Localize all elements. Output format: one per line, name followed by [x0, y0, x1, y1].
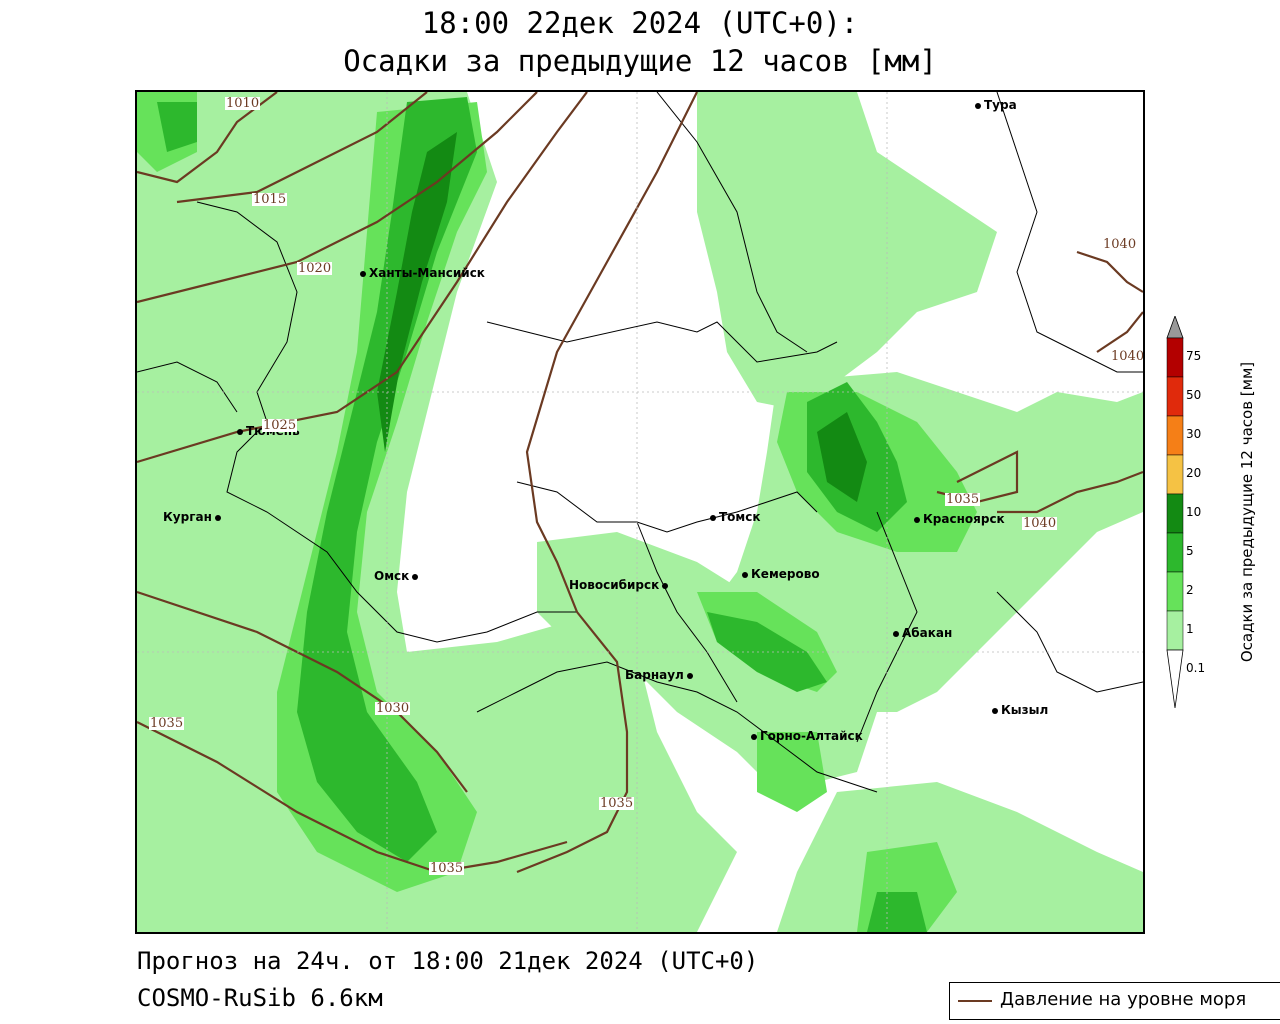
isobar-label-1040-ne: 1040 — [1102, 237, 1138, 252]
city-omsk: Омск — [374, 569, 421, 583]
isobar-label-1035-east: 1035 — [945, 492, 981, 507]
colorbar-bin-5-10 — [1166, 493, 1184, 534]
city-barnaul: Барнаул — [625, 668, 696, 682]
isobar-label-1035-center: 1035 — [599, 796, 635, 811]
graticule — [137, 92, 1143, 932]
precipitation-colorbar — [1166, 316, 1184, 709]
colorbar-label-10: 10 — [1186, 505, 1202, 519]
colorbar-label-20: 20 — [1186, 466, 1202, 480]
city-kyzyl: Кызыл — [992, 703, 1048, 717]
colorbar-bin-50-75 — [1166, 337, 1184, 378]
city-abakan: Абакан — [893, 626, 952, 640]
colorbar-bin-1-2 — [1166, 571, 1184, 612]
map-title-parameter: Осадки за предыдущие 12 часов [мм] — [343, 44, 937, 78]
colorbar-label-2: 2 — [1186, 583, 1194, 597]
isobar-label-1035-west: 1035 — [149, 716, 185, 731]
isobar-label-1010: 1010 — [225, 96, 261, 111]
city-tomsk: Томск — [710, 510, 761, 524]
model-name: COSMO-RuSib 6.6км — [137, 984, 383, 1012]
colorbar-label-30: 30 — [1186, 427, 1202, 441]
map-title-time: 18:00 22дек 2024 (UTC+0): — [421, 6, 859, 40]
city-novosibirsk: Новосибирск — [569, 578, 671, 592]
pressure-legend-line-icon — [958, 1000, 992, 1002]
isobar-label-1020: 1020 — [297, 261, 333, 276]
colorbar-bottom-arrow — [1166, 649, 1184, 709]
city-kemerovo: Кемерово — [742, 567, 820, 581]
colorbar-bin-0.1-1 — [1166, 610, 1184, 651]
isobar-label-1015: 1015 — [252, 192, 288, 207]
isobar-lines — [137, 92, 1143, 874]
isobar-label-1035-south: 1035 — [429, 861, 465, 876]
precipitation-map[interactable]: Тура Ханты-Мансийск Тюмень Курган Омск Н… — [135, 90, 1145, 934]
admin-boundaries — [137, 92, 1143, 793]
isobar-label-1040-se: 1040 — [1022, 516, 1058, 531]
city-khanty-mansiysk: Ханты-Мансийск — [360, 266, 485, 280]
colorbar-label-50: 50 — [1186, 388, 1202, 402]
colorbar-bin-20-30 — [1166, 415, 1184, 456]
colorbar-label-75: 75 — [1186, 349, 1202, 363]
city-kurgan: Курган — [163, 510, 224, 524]
isobar-label-1030: 1030 — [375, 701, 411, 716]
city-gorno-altaysk: Горно-Алтайск — [751, 729, 863, 743]
isobar-label-1025: 1025 — [262, 418, 298, 433]
colorbar-label-5: 5 — [1186, 544, 1194, 558]
colorbar-bin-30-50 — [1166, 376, 1184, 417]
map-canvas — [137, 92, 1143, 932]
colorbar-title: Осадки за предыдущие 12 часов [мм] — [1238, 361, 1256, 663]
colorbar-top-arrow — [1166, 316, 1184, 339]
colorbar-bin-10-20 — [1166, 454, 1184, 495]
forecast-info: Прогноз на 24ч. от 18:00 21дек 2024 (UTC… — [137, 947, 759, 975]
pressure-legend: Давление на уровне моря — [949, 982, 1280, 1020]
colorbar-bin-2-5 — [1166, 532, 1184, 573]
colorbar-label-0.1: 0.1 — [1186, 661, 1206, 675]
isobar-label-1040-e: 1040 — [1110, 349, 1145, 364]
city-tura: Тура — [975, 98, 1017, 112]
city-krasnoyarsk: Красноярск — [914, 512, 1005, 526]
pressure-legend-label: Давление на уровне моря — [1000, 989, 1247, 1010]
colorbar-label-1: 1 — [1186, 622, 1194, 636]
